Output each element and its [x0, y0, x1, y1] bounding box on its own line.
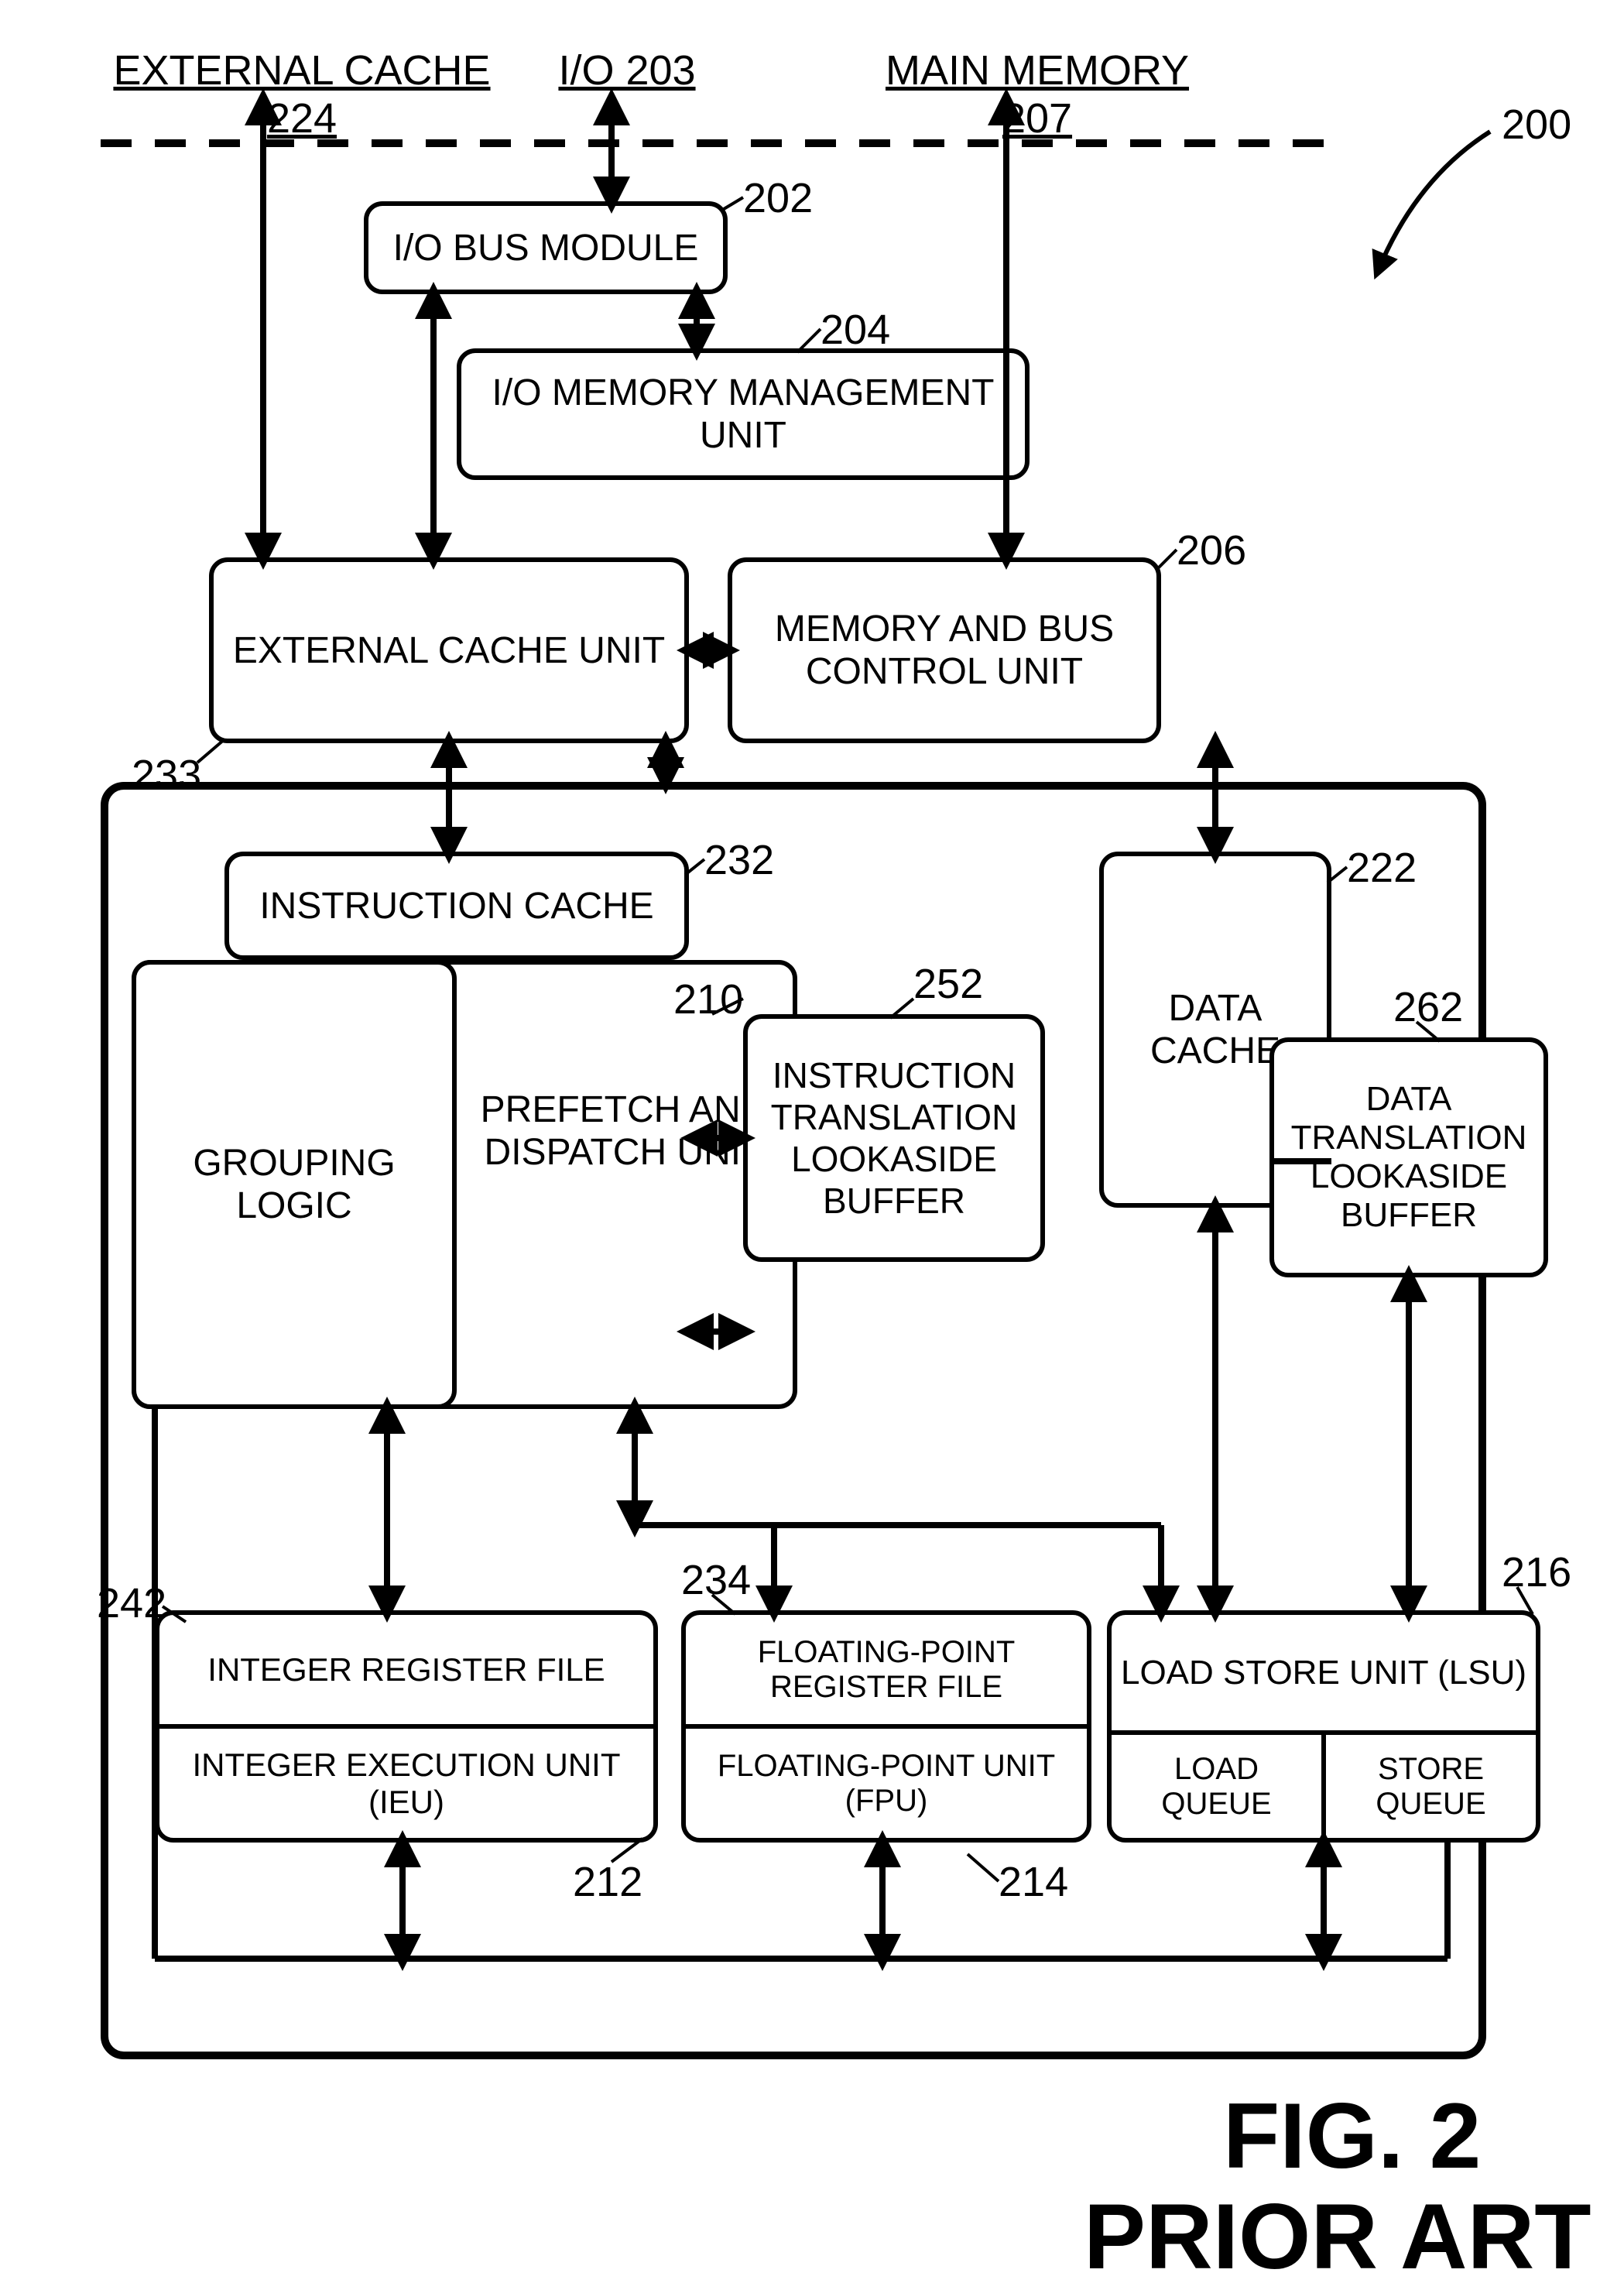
- io-mmu: I/O MEMORY MANAGEMENT UNIT: [457, 348, 1030, 480]
- fp-reg-file: FLOATING-POINT REGISTER FILE: [686, 1615, 1087, 1729]
- lsu-label: LOAD STORE UNIT (LSU): [1112, 1615, 1536, 1735]
- integer-unit: INTEGER REGISTER FILE INTEGER EXECUTION …: [155, 1610, 658, 1843]
- prefetch-dispatch-label: PREFETCH AND DISPATCH UNIT: [469, 1088, 779, 1174]
- ref-234: 234: [681, 1556, 751, 1604]
- lsu: LOAD STORE UNIT (LSU) LOAD QUEUE STORE Q…: [1107, 1610, 1540, 1843]
- figure-prior-art: PRIOR ART: [1084, 2183, 1591, 2290]
- ref-242: 242: [97, 1579, 166, 1627]
- ref-202: 202: [743, 174, 813, 222]
- store-queue: STORE QUEUE: [1326, 1735, 1536, 1838]
- prefetch-dispatch-container: GROUPING LOGIC PREFETCH AND DISPATCH UNI…: [132, 960, 797, 1409]
- ref-210: 210: [673, 975, 743, 1023]
- fpu: FLOATING-POINT UNIT (FPU): [686, 1729, 1087, 1838]
- fp-unit: FLOATING-POINT REGISTER FILE FLOATING-PO…: [681, 1610, 1091, 1843]
- ref-232: 232: [704, 836, 774, 884]
- ref-206: 206: [1177, 526, 1246, 574]
- ref-216: 216: [1502, 1548, 1571, 1596]
- instruction-cache: INSTRUCTION CACHE: [224, 852, 689, 960]
- mem-bus-ctrl: MEMORY AND BUS CONTROL UNIT: [728, 557, 1161, 743]
- figure-number: FIG. 2: [1223, 2083, 1481, 2189]
- grouping-logic: GROUPING LOGIC: [132, 960, 457, 1409]
- diagram-root: EXTERNAL CACHE 224 I/O 203 MAIN MEMORY 2…: [0, 0, 1624, 2279]
- ref-212: 212: [573, 1858, 642, 1906]
- ref-200: 200: [1502, 101, 1571, 149]
- external-cache-label: EXTERNAL CACHE 224: [101, 46, 503, 142]
- main-memory-label: MAIN MEMORY 207: [851, 46, 1223, 142]
- ref-222: 222: [1347, 844, 1417, 892]
- ref-204: 204: [821, 306, 890, 354]
- ieu: INTEGER EXECUTION UNIT (IEU): [159, 1729, 653, 1838]
- ref-233: 233: [132, 751, 201, 799]
- integer-reg-file: INTEGER REGISTER FILE: [159, 1615, 653, 1729]
- ref-214: 214: [999, 1858, 1068, 1906]
- external-cache-unit: EXTERNAL CACHE UNIT: [209, 557, 689, 743]
- io-label: I/O 203: [550, 46, 704, 94]
- io-bus-module: I/O BUS MODULE: [364, 201, 728, 294]
- dtlb: DATA TRANSLATION LOOKASIDE BUFFER: [1269, 1037, 1548, 1277]
- ref-262: 262: [1393, 983, 1463, 1031]
- ref-252: 252: [913, 960, 983, 1008]
- itlb: INSTRUCTION TRANSLATION LOOKASIDE BUFFER: [743, 1014, 1045, 1262]
- load-queue: LOAD QUEUE: [1112, 1735, 1326, 1838]
